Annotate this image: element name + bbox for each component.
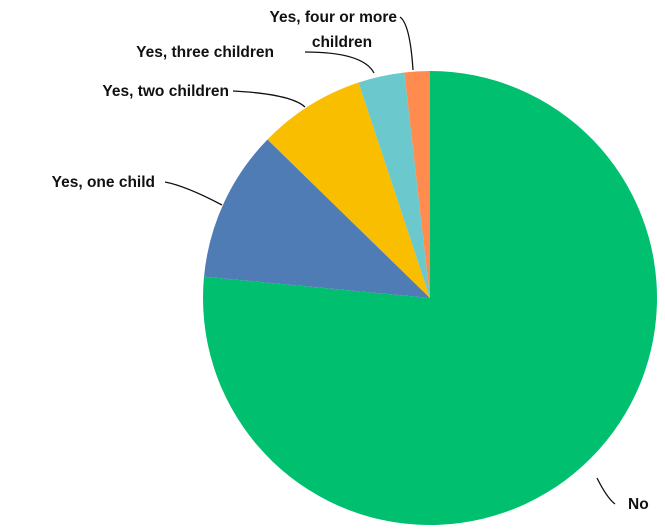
slice-labels: No Yes, one child Yes, two children Yes, th… xyxy=(52,9,649,513)
leader-line-yes-one-child xyxy=(164,181,223,206)
leader-line-yes-four-or-more-children xyxy=(399,16,414,71)
pie-slice-no xyxy=(203,71,658,525)
pie-slices xyxy=(203,70,658,525)
pie-slice-yes-two-children xyxy=(267,82,430,298)
slice-label-yes-four-or-more-children: Yes, four or more children xyxy=(270,9,398,51)
leader-line-no xyxy=(596,477,616,505)
leader-lines xyxy=(164,16,616,505)
slice-label-no: No xyxy=(628,496,649,513)
pie-slice-yes-three-children xyxy=(358,72,430,298)
leader-line-yes-three-children xyxy=(304,51,375,74)
pie-slice-yes-four-or-more-children xyxy=(404,70,430,298)
leader-line-yes-two-children xyxy=(232,90,306,108)
slice-label-yes-one-child: Yes, one child xyxy=(52,174,155,191)
slice-label-yes-three-children: Yes, three children xyxy=(136,44,274,61)
slice-label-yes-two-children: Yes, two children xyxy=(102,83,229,100)
pie-slice-yes-one-child xyxy=(204,139,430,298)
